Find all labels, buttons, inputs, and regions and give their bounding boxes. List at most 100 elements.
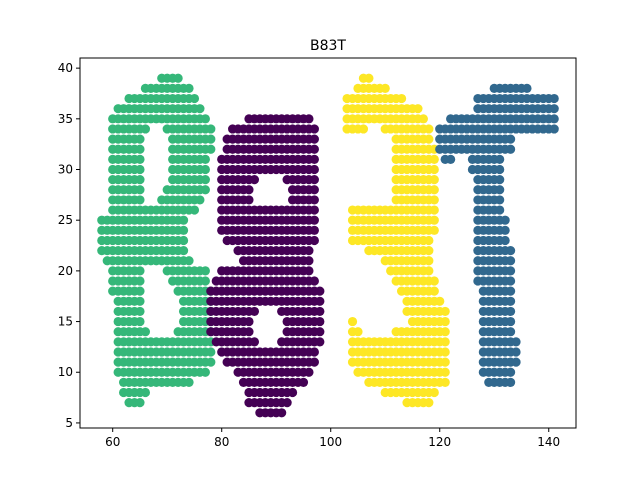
scatter-point-8 bbox=[304, 367, 314, 377]
scatter-point-B bbox=[178, 235, 189, 246]
scatter-point-8 bbox=[309, 185, 319, 195]
scatter-point-T bbox=[505, 134, 516, 144]
scatter-point-3 bbox=[429, 387, 439, 398]
scatter-point-B bbox=[140, 387, 151, 398]
scatter-point-3 bbox=[380, 83, 390, 94]
scatter-point-B bbox=[200, 154, 210, 164]
scatter-point-T bbox=[549, 104, 559, 114]
scatter-point-3 bbox=[440, 377, 450, 387]
scatter-point-8 bbox=[309, 215, 319, 225]
scatter-point-3 bbox=[440, 357, 450, 367]
scatter-point-8 bbox=[304, 256, 314, 266]
scatter-point-3 bbox=[435, 296, 445, 306]
scatter-point-8 bbox=[282, 398, 292, 408]
y-tick-label: 35 bbox=[58, 112, 73, 126]
scatter-point-8 bbox=[309, 347, 319, 357]
scatter-point-T bbox=[500, 235, 510, 246]
y-tick-label: 5 bbox=[65, 416, 73, 430]
scatter-point-B bbox=[140, 124, 151, 134]
scatter-point-T bbox=[505, 144, 516, 154]
scatter-point-B bbox=[206, 134, 216, 144]
scatter-point-T bbox=[505, 316, 516, 327]
scatter-point-B bbox=[135, 286, 145, 296]
scatter-point-3 bbox=[358, 124, 369, 134]
scatter-point-B bbox=[135, 144, 145, 154]
scatter-point-8 bbox=[309, 144, 319, 154]
scatter-point-8 bbox=[249, 175, 260, 185]
scatter-point-3 bbox=[429, 154, 439, 164]
scatter-point-8 bbox=[309, 124, 319, 134]
scatter-point-3 bbox=[429, 225, 439, 235]
scatter-point-B bbox=[184, 256, 194, 266]
scatter-point-T bbox=[500, 215, 510, 225]
scatter-point-T bbox=[500, 225, 510, 235]
scatter-point-3 bbox=[429, 286, 439, 296]
scatter-point-3 bbox=[440, 347, 450, 357]
scatter-point-3 bbox=[440, 316, 450, 327]
scatter-point-8 bbox=[309, 205, 319, 215]
scatter-point-T bbox=[495, 154, 505, 164]
scatter-point-8 bbox=[244, 195, 254, 205]
y-axis: 5 10 15 20 25 30 35 40 bbox=[58, 61, 80, 430]
scatter-point-T bbox=[549, 93, 559, 104]
scatter-point-3 bbox=[440, 337, 450, 347]
scatter-point-8 bbox=[315, 286, 325, 296]
scatter-point-B bbox=[135, 398, 145, 408]
scatter-point-B bbox=[135, 296, 145, 306]
scatter-point-B bbox=[195, 104, 205, 114]
scatter-point-T bbox=[522, 83, 532, 94]
scatter-point-8 bbox=[309, 164, 319, 175]
scatter-points bbox=[97, 73, 559, 418]
scatter-point-T bbox=[446, 154, 456, 164]
scatter-point-3 bbox=[364, 73, 374, 83]
scatter-point-B bbox=[195, 195, 205, 205]
scatter-point-3 bbox=[429, 164, 439, 175]
y-tick-label: 10 bbox=[58, 365, 73, 379]
scatter-point-B bbox=[200, 276, 210, 286]
scatter-point-8 bbox=[309, 235, 319, 246]
y-tick-label: 30 bbox=[58, 163, 73, 177]
scatter-point-3 bbox=[413, 104, 423, 114]
x-tick-label: 120 bbox=[428, 435, 451, 449]
scatter-point-8 bbox=[244, 316, 254, 327]
scatter-point-T bbox=[495, 164, 505, 175]
scatter-point-T bbox=[505, 377, 516, 387]
scatter-point-B bbox=[135, 266, 145, 276]
scatter-point-T bbox=[511, 357, 521, 367]
scatter-point-T bbox=[495, 185, 505, 195]
scatter-point-8 bbox=[309, 195, 319, 205]
scatter-point-B bbox=[206, 124, 216, 134]
scatter-point-B bbox=[178, 215, 189, 225]
scatter-point-8 bbox=[309, 134, 319, 144]
scatter-point-B bbox=[206, 357, 216, 367]
scatter-point-3 bbox=[429, 205, 439, 215]
scatter-point-3 bbox=[440, 367, 450, 377]
scatter-point-B bbox=[135, 316, 145, 327]
scatter-point-8 bbox=[309, 276, 319, 286]
scatter-point-T bbox=[505, 266, 516, 276]
scatter-point-3 bbox=[429, 215, 439, 225]
scatter-point-B bbox=[200, 114, 210, 124]
scatter-point-3 bbox=[424, 124, 434, 134]
chart-title: B83T bbox=[310, 38, 346, 54]
scatter-point-3 bbox=[429, 175, 439, 185]
scatter-point-8 bbox=[315, 337, 325, 347]
scatter-point-8 bbox=[315, 296, 325, 306]
scatter-point-T bbox=[495, 195, 505, 205]
scatter-point-T bbox=[505, 367, 516, 377]
scatter-point-B bbox=[135, 195, 145, 205]
scatter-point-3 bbox=[424, 398, 434, 408]
scatter-point-T bbox=[549, 124, 559, 134]
scatter-point-3 bbox=[424, 235, 434, 246]
scatter-point-B bbox=[140, 327, 151, 337]
scatter-point-3 bbox=[396, 93, 407, 104]
scatter-point-T bbox=[505, 296, 516, 306]
scatter-point-3 bbox=[424, 134, 434, 144]
scatter-point-T bbox=[549, 114, 559, 124]
scatter-point-B bbox=[200, 266, 210, 276]
scatter-point-8 bbox=[244, 185, 254, 195]
scatter-point-B bbox=[200, 175, 210, 185]
scatter-point-8 bbox=[249, 337, 260, 347]
plot-frame bbox=[79, 57, 577, 429]
